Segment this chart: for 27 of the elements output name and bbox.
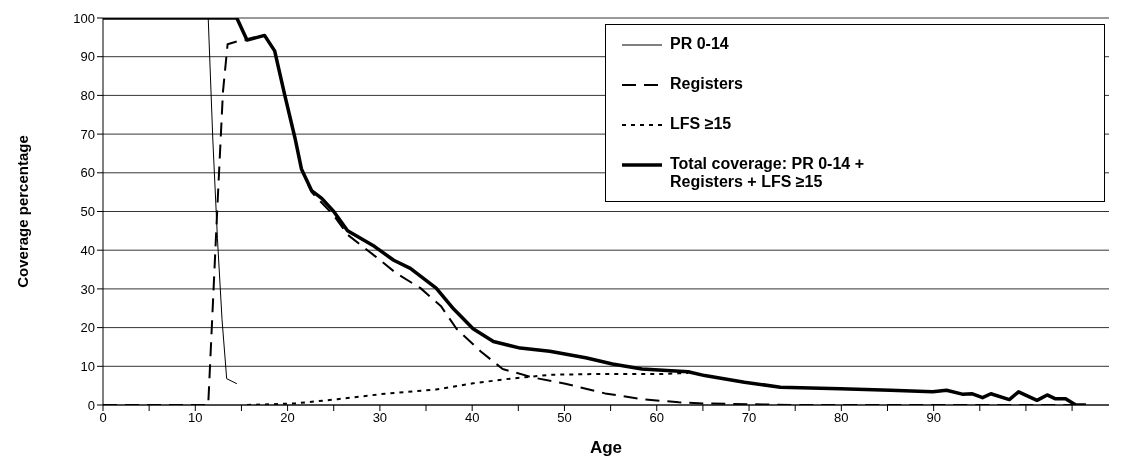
x-axis-title: Age	[589, 438, 623, 457]
x-tick-label: 20	[280, 410, 295, 426]
x-tick-label: 70	[741, 410, 757, 426]
y-tick-label: 10	[80, 358, 95, 374]
y-tick-label: 30	[80, 281, 95, 297]
x-tick-label: 80	[834, 410, 849, 426]
x-tick-label: 30	[372, 410, 388, 426]
x-tick-label: 40	[464, 410, 480, 426]
x-tick-label: 60	[649, 410, 664, 426]
y-tick-label: 20	[80, 320, 95, 336]
y-axis-title: Coverage percentage	[14, 135, 32, 288]
legend-label: Total coverage: PR 0-14 + Registers + LFS ≥15	[670, 155, 865, 191]
y-tick-label: 0	[87, 397, 95, 413]
legend-label: PR 0-14	[670, 35, 729, 53]
x-tick-label: 50	[557, 410, 572, 426]
y-tick-label: 60	[80, 165, 95, 181]
legend-label: Registers	[670, 75, 743, 93]
y-tick-label: 40	[80, 242, 95, 258]
y-tick-label: 100	[73, 10, 95, 26]
legend-label: LFS ≥15	[670, 115, 732, 133]
x-tick-label: 10	[188, 410, 203, 426]
y-tick-label: 90	[80, 49, 95, 65]
y-tick-label: 70	[80, 126, 95, 142]
y-tick-label: 80	[80, 88, 95, 104]
x-tick-label: 0	[99, 410, 107, 426]
x-tick-label: 90	[926, 410, 941, 426]
y-tick-label: 50	[80, 204, 95, 220]
